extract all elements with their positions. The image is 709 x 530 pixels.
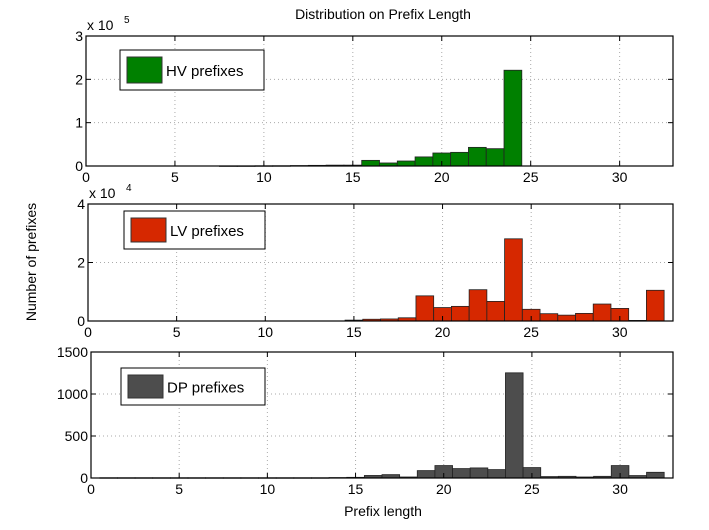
bar (414, 156, 434, 167)
bar (469, 467, 489, 479)
x-tick-label: 0 (84, 324, 92, 340)
bar (450, 151, 469, 167)
x-tick-label: 25 (524, 481, 540, 497)
y-tick-label: 4 (77, 196, 85, 212)
bar (485, 148, 505, 167)
y-tick-label: 2 (75, 71, 83, 87)
y-tick-label: 0 (80, 470, 88, 486)
x-tick-label: 15 (346, 324, 362, 340)
y-tick-label: 500 (65, 428, 89, 444)
x-tick-label: 20 (434, 169, 450, 185)
chart-title: Distribution on Prefix Length (295, 6, 471, 22)
panel-1: 0 5 10 15 20 25 30 0 1 2 3x 10 5 HV prefixes (75, 15, 674, 185)
x-tick-label: 30 (612, 324, 628, 340)
axes-frame (85, 35, 674, 167)
y-tick-label: 0 (77, 313, 85, 329)
y-tick-label: 1000 (57, 386, 88, 402)
bar (416, 470, 436, 479)
bar (646, 471, 665, 479)
y-multiplier: x 10 (87, 17, 114, 33)
axes-frame (90, 351, 674, 479)
x-tick-label: 5 (171, 169, 179, 185)
x-tick-label: 0 (82, 169, 90, 185)
bar (487, 469, 506, 479)
y-multiplier: x 10 (89, 185, 116, 201)
bar (504, 238, 523, 322)
bar (503, 69, 523, 167)
y-tick-label: 1500 (57, 344, 88, 360)
legend-swatch (127, 374, 164, 399)
panel-3: 0 5 10 15 20 25 30 0 500 1000 1500 DP prefixes (57, 344, 674, 497)
legend-label: DP prefixes (167, 380, 244, 397)
y-exponent: 5 (124, 15, 130, 26)
x-tick-label: 25 (523, 324, 539, 340)
bar (486, 301, 505, 322)
x-tick-label: 5 (175, 481, 183, 497)
bar (505, 372, 524, 479)
x-tick-label: 15 (345, 169, 361, 185)
y-axis-label: Number of prefixes (23, 203, 39, 321)
bar (468, 289, 488, 322)
legend: DP prefixes (120, 367, 266, 406)
x-tick-label: 20 (436, 481, 452, 497)
y-tick-label: 3 (75, 28, 83, 44)
bar (361, 159, 380, 167)
legend: HV prefixes (119, 49, 265, 91)
y-tick-label: 2 (77, 255, 85, 271)
x-tick-label: 0 (87, 481, 95, 497)
bar (468, 146, 487, 167)
bar (646, 289, 665, 322)
x-axis-label: Prefix length (344, 503, 422, 519)
x-tick-label: 30 (612, 481, 628, 497)
x-tick-label: 30 (612, 169, 628, 185)
legend: LV prefixes (123, 210, 266, 250)
bar (575, 312, 594, 322)
bar (557, 314, 576, 322)
y-tick-label: 1 (75, 115, 83, 131)
bar (415, 295, 435, 322)
x-tick-label: 20 (435, 324, 451, 340)
legend-label: LV prefixes (170, 223, 244, 240)
x-tick-label: 25 (523, 169, 539, 185)
x-tick-label: 10 (257, 324, 273, 340)
bar (452, 468, 471, 479)
bar (592, 303, 612, 322)
bar (539, 313, 559, 322)
bar (451, 305, 470, 322)
bar (396, 160, 416, 167)
x-tick-label: 10 (256, 169, 272, 185)
x-tick-label: 5 (173, 324, 181, 340)
x-tick-label: 15 (348, 481, 364, 497)
legend-swatch (130, 217, 167, 243)
legend-swatch (126, 56, 163, 84)
y-exponent: 4 (126, 183, 132, 194)
x-tick-label: 10 (260, 481, 276, 497)
y-tick-label: 0 (75, 158, 83, 174)
legend-label: HV prefixes (166, 63, 244, 80)
